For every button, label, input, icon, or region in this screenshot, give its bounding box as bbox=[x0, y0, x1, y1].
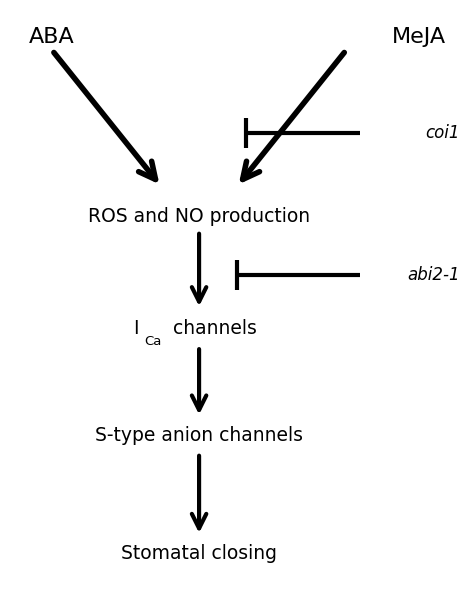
Text: S-type anion channels: S-type anion channels bbox=[95, 426, 303, 445]
Text: ROS and NO production: ROS and NO production bbox=[88, 207, 310, 226]
Text: Ca: Ca bbox=[145, 335, 162, 348]
Text: ABA: ABA bbox=[28, 27, 74, 47]
Text: Stomatal closing: Stomatal closing bbox=[121, 544, 277, 563]
Text: MeJA: MeJA bbox=[392, 27, 446, 47]
Text: coi1: coi1 bbox=[425, 124, 460, 142]
Text: abi2-1: abi2-1 bbox=[407, 266, 460, 284]
Text: I: I bbox=[133, 319, 138, 338]
Text: channels: channels bbox=[167, 319, 257, 338]
